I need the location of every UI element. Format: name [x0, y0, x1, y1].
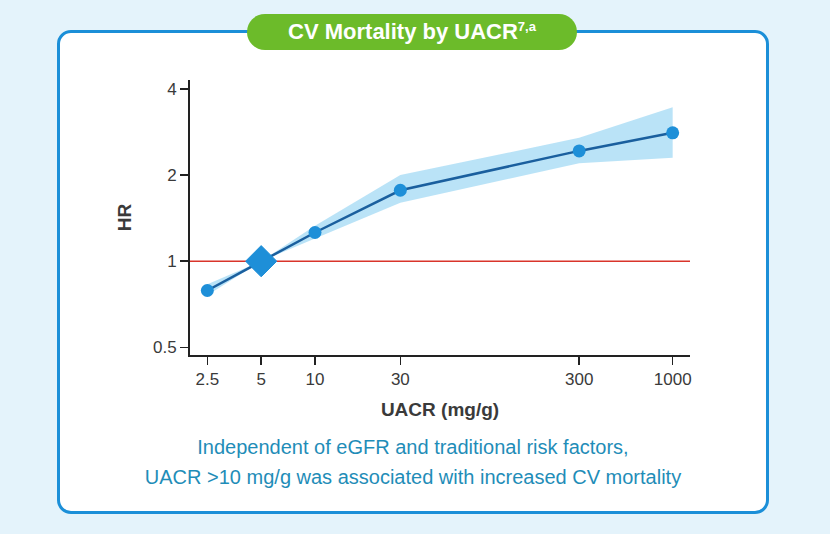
svg-text:2: 2 — [167, 166, 176, 185]
html-text:Independent of eGFR and tradit: Independent of eGFR and traditional risk… — [197, 436, 629, 458]
svg-text:30: 30 — [391, 370, 410, 389]
svg-text:300: 300 — [565, 370, 593, 389]
svg-text:4: 4 — [167, 80, 176, 99]
svg-text:10: 10 — [306, 370, 325, 389]
svg-text:1: 1 — [167, 252, 176, 271]
svg-text:2.5: 2.5 — [196, 370, 220, 389]
svg-text:UACR (mg/g): UACR (mg/g) — [381, 399, 499, 420]
html-text:CV Mortality by UACR7,a: CV Mortality by UACR7,a — [288, 18, 536, 44]
html-text:UACR >10 mg/g was associated w: UACR >10 mg/g was associated with increa… — [144, 466, 682, 488]
svg-text:5: 5 — [256, 370, 265, 389]
svg-text:HR: HR — [114, 204, 135, 232]
svg-text:1000: 1000 — [654, 370, 692, 389]
svg-text:0.5: 0.5 — [153, 338, 177, 357]
